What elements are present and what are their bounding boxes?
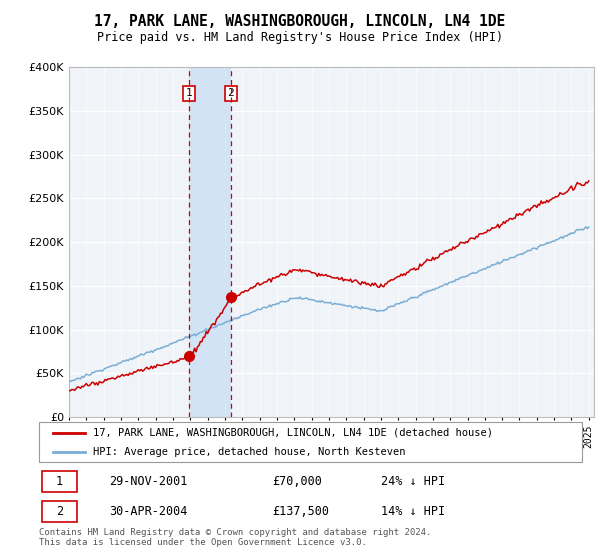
Text: 1: 1 <box>56 475 63 488</box>
Text: 30-APR-2004: 30-APR-2004 <box>110 505 188 519</box>
Text: £70,000: £70,000 <box>272 475 322 488</box>
Text: 14% ↓ HPI: 14% ↓ HPI <box>381 505 445 519</box>
Text: 1: 1 <box>185 88 192 99</box>
Text: 17, PARK LANE, WASHINGBOROUGH, LINCOLN, LN4 1DE: 17, PARK LANE, WASHINGBOROUGH, LINCOLN, … <box>94 14 506 29</box>
FancyBboxPatch shape <box>42 501 77 522</box>
Text: Price paid vs. HM Land Registry's House Price Index (HPI): Price paid vs. HM Land Registry's House … <box>97 31 503 44</box>
Text: 2: 2 <box>56 505 63 519</box>
Text: HPI: Average price, detached house, North Kesteven: HPI: Average price, detached house, Nort… <box>94 447 406 457</box>
Text: £137,500: £137,500 <box>272 505 329 519</box>
FancyBboxPatch shape <box>39 422 582 462</box>
Text: 29-NOV-2001: 29-NOV-2001 <box>110 475 188 488</box>
Text: 17, PARK LANE, WASHINGBOROUGH, LINCOLN, LN4 1DE (detached house): 17, PARK LANE, WASHINGBOROUGH, LINCOLN, … <box>94 428 493 437</box>
FancyBboxPatch shape <box>42 470 77 492</box>
Text: Contains HM Land Registry data © Crown copyright and database right 2024.
This d: Contains HM Land Registry data © Crown c… <box>39 528 431 547</box>
Bar <box>189 67 230 417</box>
Text: 2: 2 <box>227 88 234 99</box>
Text: 24% ↓ HPI: 24% ↓ HPI <box>381 475 445 488</box>
